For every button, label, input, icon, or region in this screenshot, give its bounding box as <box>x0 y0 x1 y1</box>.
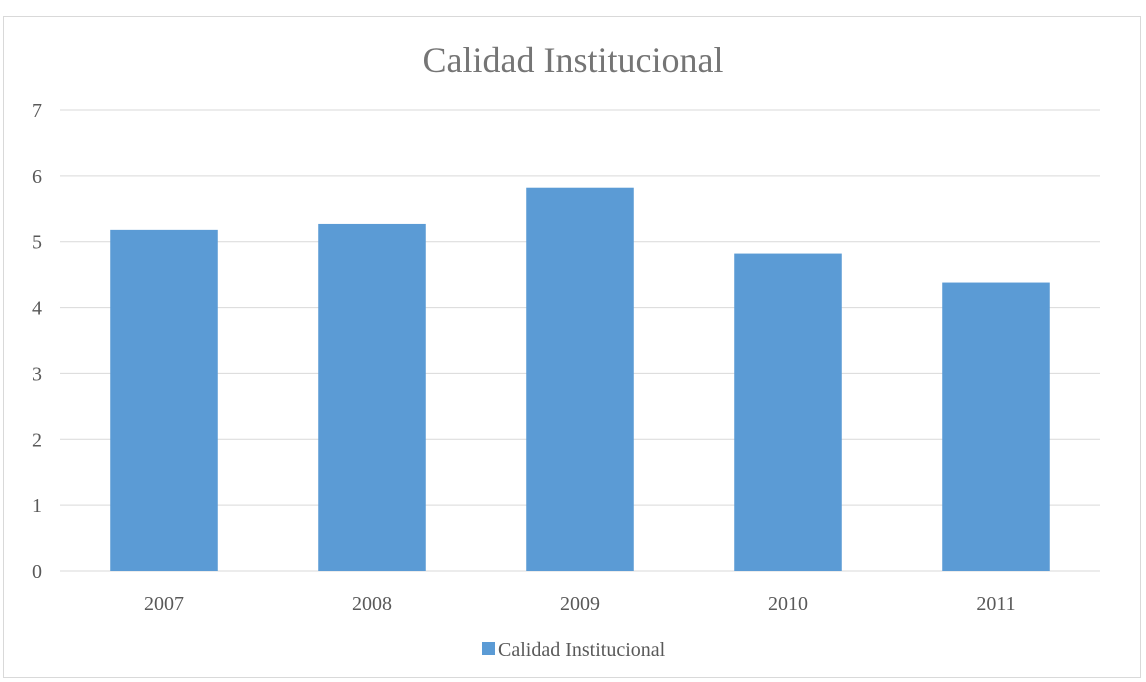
x-tick-label: 2007 <box>144 593 184 615</box>
bar-2009 <box>526 187 634 571</box>
x-tick-label: 2010 <box>768 593 808 615</box>
bar-2010 <box>734 253 842 571</box>
x-tick-label: 2009 <box>560 593 600 615</box>
legend-swatch <box>482 642 495 655</box>
x-tick-label: 2008 <box>352 593 392 615</box>
y-tick-label: 5 <box>32 232 42 254</box>
y-tick-label: 2 <box>32 429 42 451</box>
x-tick-label: 2011 <box>976 593 1015 615</box>
legend: Calidad Institucional <box>482 639 666 661</box>
y-tick-label: 1 <box>32 495 42 517</box>
legend-label: Calidad Institucional <box>498 639 666 661</box>
bar-2008 <box>318 223 426 571</box>
y-tick-label: 0 <box>32 561 42 583</box>
y-tick-label: 3 <box>32 363 42 385</box>
bars <box>110 187 1050 572</box>
chart-title: Calidad Institucional <box>423 40 724 80</box>
y-tick-label: 4 <box>32 298 42 320</box>
bar-2011 <box>942 282 1050 571</box>
y-axis-ticks: 0 1 2 3 4 5 6 7 <box>32 100 42 583</box>
y-tick-label: 7 <box>32 100 42 122</box>
bar-2007 <box>110 229 218 572</box>
y-tick-label: 6 <box>32 166 42 188</box>
x-axis-ticks: 2007 2008 2009 2010 2011 <box>144 593 1016 615</box>
